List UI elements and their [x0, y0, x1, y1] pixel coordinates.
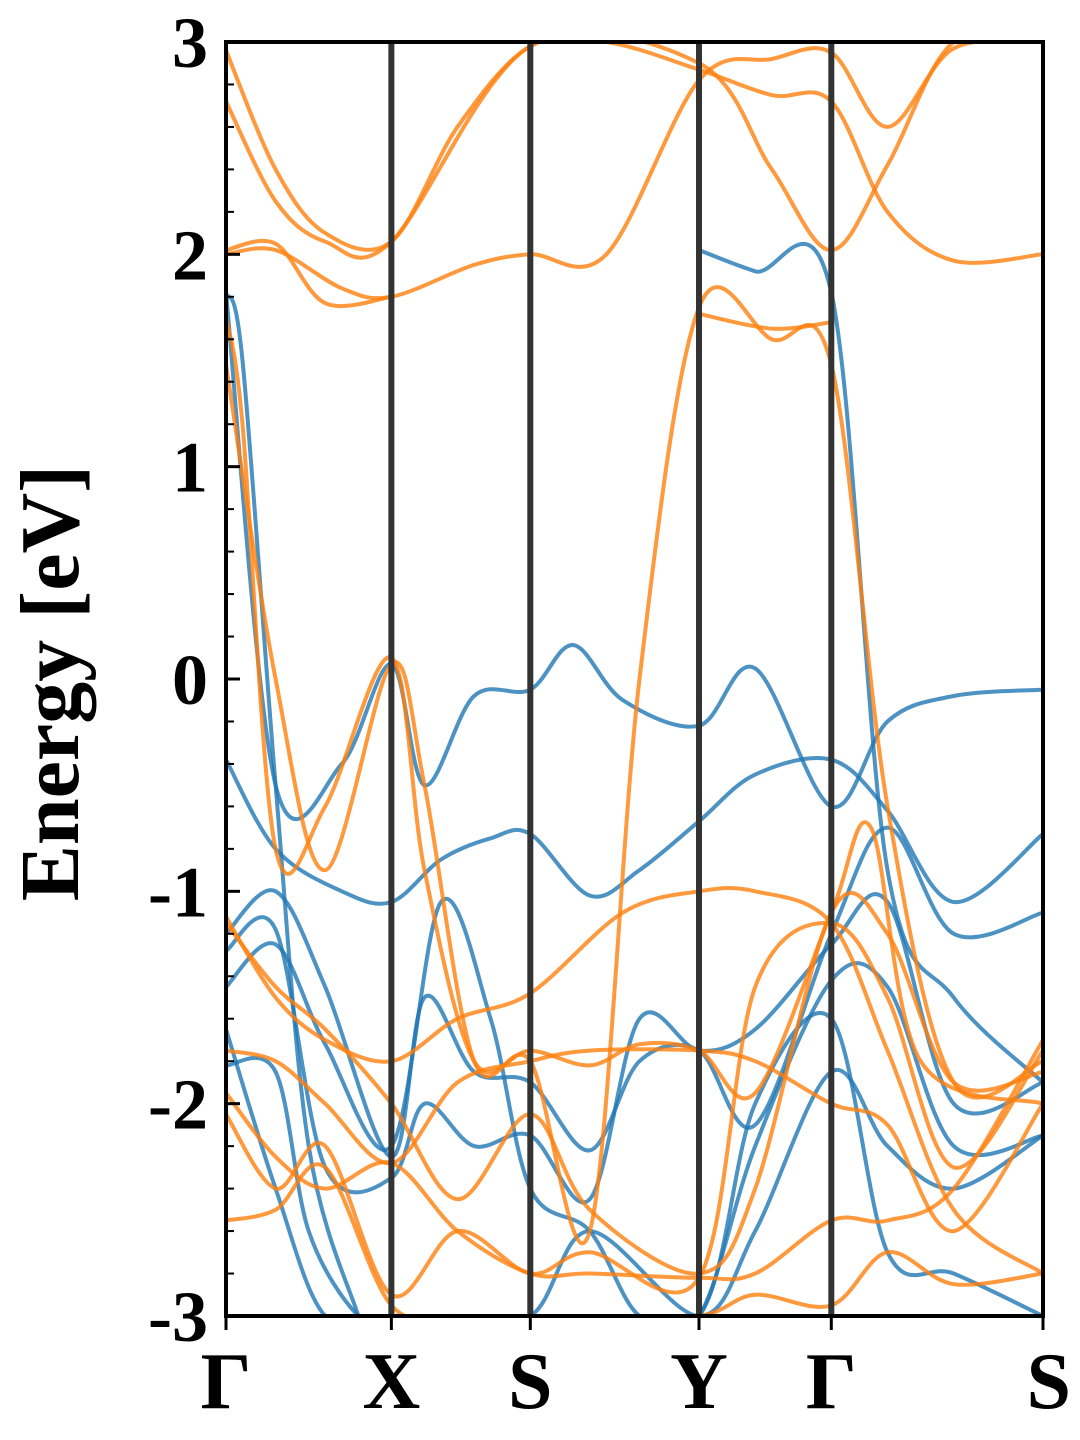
band-down-9	[226, 42, 1043, 301]
band-up-8	[226, 291, 361, 1316]
band-down-12	[226, 238, 392, 309]
y-tick-label: 1	[172, 428, 208, 508]
band-lines	[226, 42, 1043, 1316]
y-tick-label: 2	[172, 215, 208, 295]
y-axis-label: Energy [eV]	[4, 465, 97, 901]
kpoint-label: Γ	[201, 1338, 252, 1426]
y-tick-label: 0	[172, 640, 208, 720]
kpoint-label: Y	[670, 1338, 728, 1426]
y-tick-label: -1	[148, 852, 208, 932]
y-tick-label: -2	[148, 1065, 208, 1145]
band-down-17	[226, 891, 1043, 1276]
kpoint-label: S	[1027, 1338, 1072, 1426]
plot-frame	[224, 40, 1045, 1318]
y-tick-label: 3	[172, 3, 208, 83]
band-down-15	[698, 311, 832, 331]
y-minor-ticks	[224, 40, 1045, 1330]
kpoint-label: X	[362, 1338, 420, 1426]
band-down-21	[226, 1162, 1043, 1316]
band-up-4	[226, 897, 1043, 1316]
band-up-6	[226, 1011, 1043, 1316]
band-down-11	[226, 42, 1043, 260]
band-up-5	[226, 1028, 1043, 1316]
kpoint-label: S	[508, 1338, 553, 1426]
band-down-19	[226, 1038, 1043, 1282]
y-tick-labels: -3 -2 -1 0 1 2 3	[148, 3, 208, 1357]
band-down-16	[226, 886, 1043, 1276]
kpoint-label: Γ	[806, 1338, 857, 1426]
band-up-2	[226, 825, 1043, 1159]
band-down-14	[226, 285, 1043, 1245]
high-symmetry-lines	[388, 42, 835, 1316]
band-down-18	[226, 1047, 1043, 1234]
y-tick-label: -3	[148, 1277, 208, 1357]
band-up-0	[226, 292, 1043, 821]
band-down-20	[226, 920, 1043, 1299]
band-down-10	[226, 42, 1043, 265]
